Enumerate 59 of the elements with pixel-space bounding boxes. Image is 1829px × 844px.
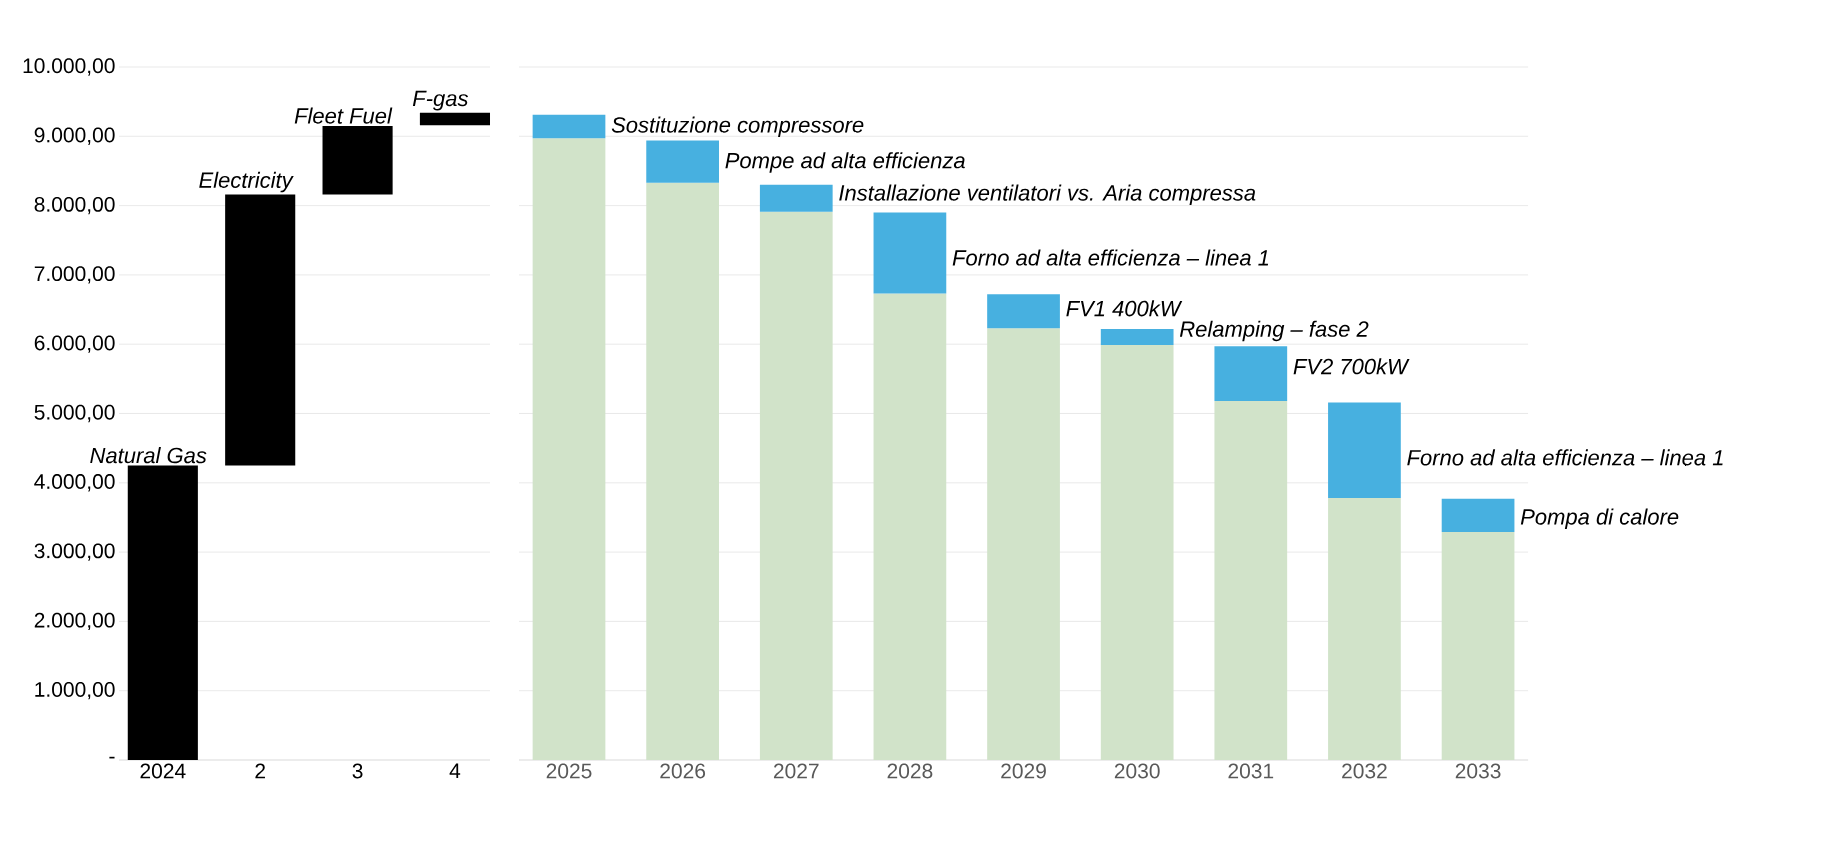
x-tick-label: 2027 bbox=[773, 763, 819, 779]
y-tick-label: 7.000,00 bbox=[34, 266, 115, 284]
bar bbox=[1441, 498, 1515, 532]
y-tick-label: 2.000,00 bbox=[34, 612, 115, 631]
y-tick-label: 6.000,00 bbox=[34, 335, 115, 353]
annotation: Forno ad alta efficienza – linea 1 bbox=[1407, 449, 1723, 466]
bar bbox=[127, 465, 198, 760]
bar bbox=[1328, 498, 1401, 760]
x-tick-label: 2028 bbox=[887, 763, 933, 779]
bar bbox=[1214, 401, 1288, 760]
bar bbox=[759, 184, 833, 212]
x-tick-label: 2025 bbox=[546, 763, 592, 779]
annotation: Relamping – fase 2 bbox=[1179, 320, 1369, 342]
annotation: Sostituzione compressore bbox=[611, 116, 864, 138]
bar bbox=[322, 125, 393, 195]
x-tick-label: 2029 bbox=[1001, 763, 1046, 779]
bar bbox=[225, 194, 296, 466]
y-tick-label: 5.000,00 bbox=[34, 404, 115, 423]
bar bbox=[646, 182, 719, 760]
x-tick-label: 2024 bbox=[140, 763, 186, 779]
annotation: Installazione ventilatori vs. Aria compressa bbox=[839, 184, 1256, 206]
annotation: F-gas bbox=[412, 90, 469, 111]
x-tick-label: 2032 bbox=[1342, 763, 1387, 779]
y-tick-label: - bbox=[109, 756, 115, 759]
bar bbox=[759, 211, 833, 760]
x-tick-label: 2031 bbox=[1228, 763, 1274, 779]
bar bbox=[987, 294, 1060, 329]
bar bbox=[419, 112, 491, 126]
y-tick-label: 4.000,00 bbox=[34, 474, 115, 492]
bar bbox=[532, 138, 606, 760]
y-tick-label: 9.000,00 bbox=[34, 127, 115, 145]
x-tick-label: 2026 bbox=[660, 763, 706, 779]
x-tick-label: 2033 bbox=[1455, 763, 1501, 779]
bar bbox=[1328, 402, 1401, 499]
annotation: Pompe ad alta efficienza bbox=[725, 152, 965, 173]
x-tick-label: 3 bbox=[352, 763, 363, 779]
bar bbox=[646, 140, 719, 183]
annotation: Electricity bbox=[199, 171, 294, 193]
bar bbox=[532, 114, 606, 139]
bar bbox=[1214, 346, 1288, 402]
bar bbox=[873, 293, 947, 760]
x-tick-label: 4 bbox=[449, 763, 461, 778]
annotation: Fleet Fuel bbox=[294, 107, 393, 124]
bar bbox=[1100, 344, 1174, 760]
bar bbox=[873, 212, 947, 294]
y-tick-label: 8.000,00 bbox=[34, 196, 115, 215]
bar bbox=[1100, 328, 1174, 345]
annotation: Pompa di calore bbox=[1520, 508, 1679, 529]
annotation: FV2 700kW bbox=[1293, 358, 1410, 375]
bar bbox=[1441, 532, 1515, 760]
x-tick-label: 2030 bbox=[1114, 763, 1160, 779]
annotation: FV1 400kW bbox=[1066, 300, 1183, 317]
bar bbox=[987, 328, 1060, 760]
annotation: Natural Gas bbox=[90, 447, 207, 464]
y-tick-label: 1.000,00 bbox=[35, 682, 115, 700]
annotation: Forno ad alta efficienza – linea 1 bbox=[952, 249, 1269, 266]
x-tick-label: 2 bbox=[255, 763, 265, 779]
y-tick-label: 3.000,00 bbox=[34, 543, 115, 561]
y-tick-label: 10.000,00 bbox=[23, 58, 115, 76]
